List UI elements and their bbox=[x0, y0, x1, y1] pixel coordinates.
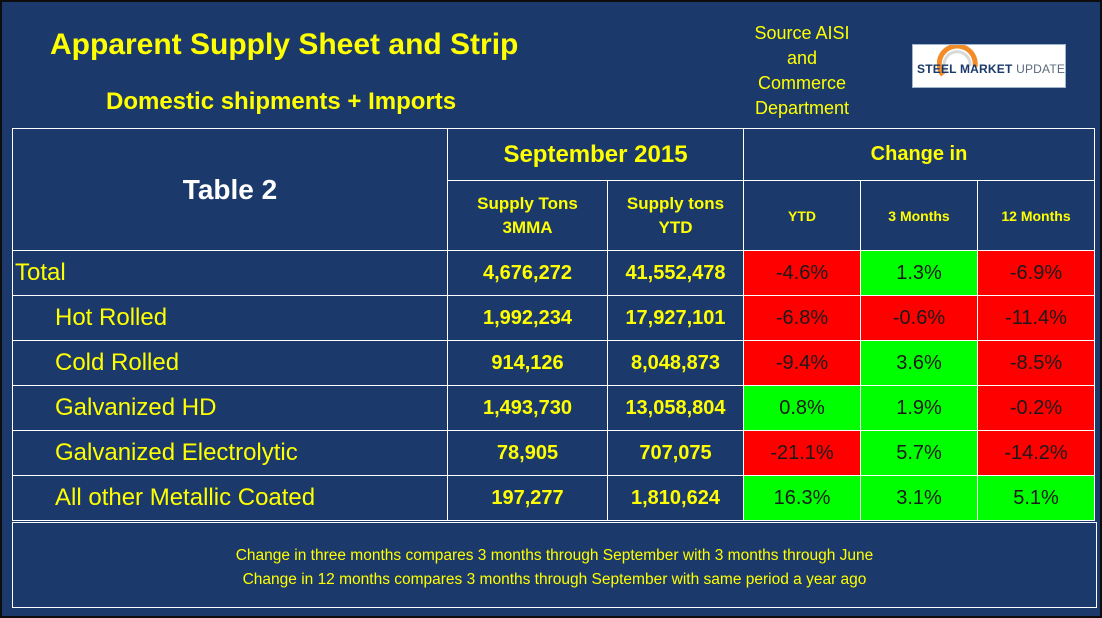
row-label: Total bbox=[12, 250, 448, 296]
source-line: Department bbox=[754, 98, 850, 118]
col-header-3-months: 3 Months bbox=[860, 180, 978, 251]
cell-change-3m: 1.9% bbox=[860, 385, 978, 431]
row-label: Hot Rolled bbox=[12, 295, 448, 341]
cell-supply-3mma: 197,277 bbox=[447, 475, 608, 521]
logo-text: STEEL MARKET UPDATE bbox=[917, 62, 1065, 76]
cell-supply-ytd: 707,075 bbox=[607, 430, 744, 476]
cell-change-3m: 1.3% bbox=[860, 250, 978, 296]
col-header-line: YTD bbox=[658, 217, 693, 237]
cell-supply-ytd: 17,927,101 bbox=[607, 295, 744, 341]
cell-change-3m: 3.6% bbox=[860, 340, 978, 386]
cell-supply-ytd: 8,048,873 bbox=[607, 340, 744, 386]
col-header-line: Supply tons bbox=[626, 193, 725, 213]
cell-change-ytd: 16.3% bbox=[743, 475, 861, 521]
col-header-12-months: 12 Months bbox=[977, 180, 1095, 251]
source-line: and bbox=[786, 48, 818, 68]
row-label: All other Metallic Coated bbox=[12, 475, 448, 521]
cell-change-3m: 3.1% bbox=[860, 475, 978, 521]
cell-supply-3mma: 1,992,234 bbox=[447, 295, 608, 341]
footnote-box: Change in three months compares 3 months… bbox=[12, 522, 1097, 608]
slide-title: Apparent Supply Sheet and Strip bbox=[50, 28, 519, 61]
cell-change-3m: -0.6% bbox=[860, 295, 978, 341]
row-label: Galvanized HD bbox=[12, 385, 448, 431]
footnote-line: Change in 12 months compares 3 months th… bbox=[242, 571, 867, 588]
supply-table: Table 2 September 2015 Change in Supply … bbox=[12, 128, 1095, 521]
col-header-supply-ytd: Supply tons YTD bbox=[607, 180, 744, 251]
cell-change-12m: -14.2% bbox=[977, 430, 1095, 476]
row-label: Galvanized Electrolytic bbox=[12, 430, 448, 476]
cell-change-ytd: 0.8% bbox=[743, 385, 861, 431]
table-row: Galvanized Electrolytic 78,905 707,075 -… bbox=[12, 430, 1095, 476]
cell-supply-ytd: 13,058,804 bbox=[607, 385, 744, 431]
period-header: September 2015 bbox=[447, 128, 744, 181]
table-row: Galvanized HD 1,493,730 13,058,804 0.8% … bbox=[12, 385, 1095, 431]
footnote-line: Change in three months compares 3 months… bbox=[235, 547, 874, 564]
table-row: Hot Rolled 1,992,234 17,927,101 -6.8% -0… bbox=[12, 295, 1095, 341]
cell-change-12m: -6.9% bbox=[977, 250, 1095, 296]
cell-change-ytd: -4.6% bbox=[743, 250, 861, 296]
cell-supply-3mma: 78,905 bbox=[447, 430, 608, 476]
table-row: Cold Rolled 914,126 8,048,873 -9.4% 3.6%… bbox=[12, 340, 1095, 386]
source-line: Source AISI bbox=[754, 23, 850, 43]
cell-change-12m: -8.5% bbox=[977, 340, 1095, 386]
steel-market-update-logo: STEEL MARKET UPDATE bbox=[912, 44, 1066, 88]
logo-text-light: UPDATE bbox=[1016, 62, 1066, 76]
cell-supply-ytd: 1,810,624 bbox=[607, 475, 744, 521]
logo-text-bold: STEEL MARKET bbox=[917, 62, 1013, 76]
slide-subtitle: Domestic shipments + Imports bbox=[106, 88, 457, 115]
source-line: Commerce bbox=[757, 73, 846, 93]
cell-change-ytd: -6.8% bbox=[743, 295, 861, 341]
cell-supply-3mma: 1,493,730 bbox=[447, 385, 608, 431]
cell-change-ytd: -21.1% bbox=[743, 430, 861, 476]
cell-change-12m: -11.4% bbox=[977, 295, 1095, 341]
col-header-supply-3mma: Supply Tons 3MMA bbox=[447, 180, 608, 251]
table-name: Table 2 bbox=[12, 128, 448, 251]
cell-supply-3mma: 914,126 bbox=[447, 340, 608, 386]
row-label: Cold Rolled bbox=[12, 340, 448, 386]
cell-change-12m: 5.1% bbox=[977, 475, 1095, 521]
cell-change-ytd: -9.4% bbox=[743, 340, 861, 386]
change-header: Change in bbox=[743, 128, 1095, 181]
cell-supply-3mma: 4,676,272 bbox=[447, 250, 608, 296]
source-note: Source AISI and Commerce Department bbox=[737, 21, 867, 121]
table-row: All other Metallic Coated 197,277 1,810,… bbox=[12, 475, 1095, 521]
col-header-ytd: YTD bbox=[743, 180, 861, 251]
col-header-line: 3MMA bbox=[502, 217, 553, 237]
table-row: Total 4,676,272 41,552,478 -4.6% 1.3% -6… bbox=[12, 250, 1095, 296]
cell-supply-ytd: 41,552,478 bbox=[607, 250, 744, 296]
cell-change-3m: 5.7% bbox=[860, 430, 978, 476]
swoosh-icon bbox=[937, 45, 978, 77]
col-header-line: Supply Tons bbox=[477, 193, 578, 213]
cell-change-12m: -0.2% bbox=[977, 385, 1095, 431]
